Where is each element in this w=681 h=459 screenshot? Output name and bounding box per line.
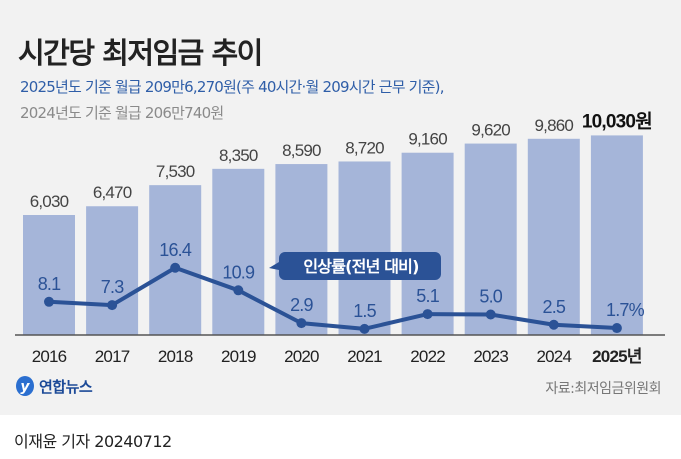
rate-label: 10.9: [222, 262, 255, 282]
legend-callout: [269, 252, 441, 280]
bar-value-label: 6,030: [30, 192, 69, 211]
bar-value-label: 7,530: [156, 162, 195, 181]
source-note: 자료:최저임금위원회: [545, 381, 661, 397]
bar: [590, 135, 643, 335]
bar: [401, 152, 454, 335]
rate-label: 2.5: [542, 297, 565, 317]
rate-point: [422, 309, 433, 320]
rate-label: 2.9: [290, 295, 313, 315]
rate-point: [170, 262, 181, 273]
rate-point: [44, 296, 54, 307]
logo-text: 연합뉴스: [39, 377, 93, 396]
bar: [464, 143, 517, 335]
bar: [527, 138, 580, 335]
x-tick-label: 2023: [473, 347, 508, 366]
x-tick-label: 2019: [221, 347, 256, 366]
rate-label: 7.3: [101, 277, 124, 297]
rate-point: [611, 323, 622, 334]
subtitle-2024: 2024년도 기준 월급 206만740원: [20, 104, 224, 122]
legend-callout-label: 인상률(전년 대비): [303, 257, 418, 276]
bar: [212, 168, 265, 335]
bar-value-label: 8,590: [282, 141, 321, 160]
rate-point: [233, 285, 244, 296]
bar-value-label: 9,160: [408, 130, 447, 149]
bar: [338, 161, 391, 335]
rate-label: 8.1: [38, 274, 61, 294]
rate-point: [485, 309, 496, 320]
x-tick-label: 2017: [95, 347, 130, 366]
byline: 이재윤 기자 20240712: [14, 432, 172, 451]
x-tick-label: 2024: [536, 347, 571, 366]
rate-label: 1.5: [353, 301, 376, 321]
rate-label: 5.0: [479, 287, 502, 307]
rate-label: 5.1: [416, 286, 439, 306]
yonhap-logo-icon: y: [16, 376, 34, 396]
bar-value-label: 6,470: [93, 183, 132, 202]
wage-chart: 6,030 2016 6,470 2017 7,530 2018 8,350 2019 8,59…: [15, 110, 665, 366]
bar-value-label: 10,030원: [582, 110, 652, 132]
rate-point: [296, 318, 307, 329]
x-tick-label: 2018: [158, 347, 193, 366]
rate-line: [48, 265, 618, 331]
bar-value-label: 8,350: [219, 146, 258, 165]
bar-value-label: 9,860: [535, 116, 574, 135]
bar: [149, 185, 202, 335]
x-tick-label: 2022: [410, 347, 445, 366]
bar: [23, 215, 75, 335]
x-tick-label: 2016: [32, 347, 67, 366]
bar-value-label: 8,720: [345, 138, 384, 157]
svg-text:y: y: [20, 379, 30, 395]
x-tick-label: 2025년: [592, 347, 642, 366]
rate-point: [359, 323, 370, 334]
x-tick-label: 2021: [347, 347, 382, 366]
page-title: 시간당 최저임금 추이: [18, 36, 263, 70]
bar: [86, 206, 139, 335]
rate-label: 16.4: [159, 240, 192, 260]
bar: [275, 164, 328, 335]
rate-label: 1.7%: [606, 300, 645, 320]
bar-value-label: 9,620: [471, 121, 510, 140]
rate-point: [107, 300, 118, 311]
subtitle-2025: 2025년도 기준 월급 209만6,270원(주 40시간·월 209시간 근…: [20, 78, 444, 96]
rate-point: [548, 319, 559, 330]
x-tick-label: 2020: [284, 347, 319, 366]
yonhap-logo: y 연합뉴스: [14, 375, 93, 397]
